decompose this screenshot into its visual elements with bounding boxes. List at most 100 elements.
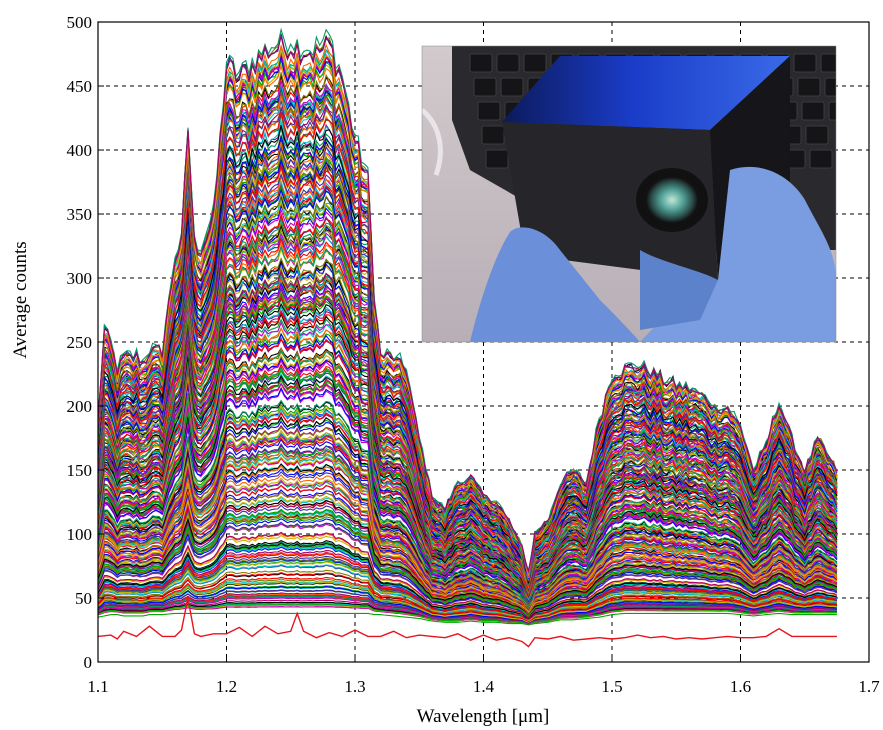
series-line — [98, 564, 838, 622]
y-tick-label: 50 — [75, 589, 92, 608]
series-line — [98, 36, 838, 573]
series-line — [98, 495, 838, 616]
y-tick-label: 150 — [67, 461, 93, 480]
series-line — [98, 236, 838, 595]
series-line — [98, 581, 838, 623]
series-line — [98, 199, 838, 588]
series-line — [98, 471, 838, 614]
series-line — [98, 592, 837, 624]
series-line — [98, 420, 838, 610]
keyboard-key-icon — [485, 149, 509, 169]
series-line — [98, 456, 838, 613]
keyboard-key-icon — [824, 77, 836, 97]
keyboard-key-icon — [481, 125, 505, 145]
y-tick-label: 300 — [67, 269, 93, 288]
series-line — [98, 318, 838, 600]
series-line — [98, 217, 838, 593]
keyboard-key-icon — [820, 53, 836, 73]
series-line — [98, 474, 838, 614]
series-line — [98, 370, 838, 605]
series-line — [98, 111, 838, 582]
series-line — [98, 172, 838, 587]
series-line — [98, 544, 838, 620]
series-line — [98, 304, 838, 600]
keyboard-key-icon — [805, 125, 829, 145]
y-tick-label: 450 — [67, 77, 93, 96]
keyboard-key-icon — [793, 53, 817, 73]
series-line — [98, 603, 837, 625]
x-axis: 1.1 1.2 1.3 1.4 1.5 1.6 1.7 — [87, 656, 880, 696]
gloved-hand-image — [470, 166, 836, 342]
series-line — [98, 382, 838, 607]
series-line — [98, 212, 838, 593]
series-line — [98, 589, 837, 624]
series-line — [98, 244, 838, 593]
keyboard-key-icon — [828, 101, 836, 121]
series-line — [98, 484, 838, 614]
keyboard-key-icon — [801, 101, 825, 121]
series-line — [98, 283, 838, 597]
series-line — [98, 72, 838, 577]
cube-top-face — [502, 56, 790, 130]
series-line — [98, 586, 837, 624]
series-line — [98, 43, 838, 576]
keyboard-key-icon — [477, 101, 501, 121]
series-line — [98, 468, 838, 614]
keyboard-key-icon — [496, 53, 520, 73]
lens-icon — [646, 177, 698, 223]
series-line — [98, 327, 838, 601]
x-axis-title: Wavelength [μm] — [417, 706, 550, 727]
x-tick-label: 1.5 — [601, 677, 622, 696]
series-line — [98, 464, 838, 612]
y-axis-title: Average counts — [10, 241, 31, 358]
series-line — [98, 521, 838, 617]
y-tick-label: 100 — [67, 525, 93, 544]
series-line — [98, 513, 838, 618]
series-line — [98, 443, 838, 611]
series-line — [98, 208, 838, 589]
keyboard-key-icon — [797, 77, 821, 97]
series-line — [98, 95, 838, 579]
series-line — [98, 270, 838, 595]
y-axis: 0 50 100 150 200 250 300 350 400 450 500 — [67, 13, 104, 672]
series-layer — [98, 27, 838, 648]
series-line — [98, 349, 838, 603]
x-tick-label: 1.3 — [344, 677, 365, 696]
series-line — [98, 518, 838, 617]
y-tick-label: 0 — [84, 653, 93, 672]
series-line — [98, 291, 838, 597]
y-tick-label: 500 — [67, 13, 93, 32]
series-line — [98, 572, 838, 622]
series-line — [98, 557, 838, 621]
keyboard-key-icon — [469, 53, 493, 73]
series-line — [98, 399, 838, 608]
keyboard-key-icon — [523, 53, 547, 73]
series-line — [98, 359, 838, 603]
series-line — [98, 386, 838, 606]
x-tick-label: 1.2 — [216, 677, 237, 696]
series-line — [98, 354, 838, 602]
series-line — [98, 188, 838, 590]
series-line — [98, 477, 838, 614]
series-line — [98, 576, 837, 623]
series-line — [98, 429, 838, 609]
series-line — [98, 612, 837, 626]
x-tick-label: 1.6 — [730, 677, 751, 696]
series-line — [98, 426, 838, 610]
series-line — [98, 542, 838, 620]
y-tick-label: 250 — [67, 333, 93, 352]
x-tick-label: 1.7 — [858, 677, 880, 696]
series-line — [98, 404, 838, 608]
inset-border — [421, 45, 837, 343]
series-line — [98, 146, 838, 586]
series-line — [98, 552, 838, 621]
series-line — [98, 332, 838, 603]
y-tick-label: 200 — [67, 397, 93, 416]
x-tick-label: 1.4 — [473, 677, 495, 696]
keyboard-key-icon — [500, 77, 524, 97]
keyboard-key-icon — [473, 77, 497, 97]
series-line — [98, 491, 838, 616]
series-line — [98, 569, 838, 622]
inset-photo — [422, 46, 836, 342]
